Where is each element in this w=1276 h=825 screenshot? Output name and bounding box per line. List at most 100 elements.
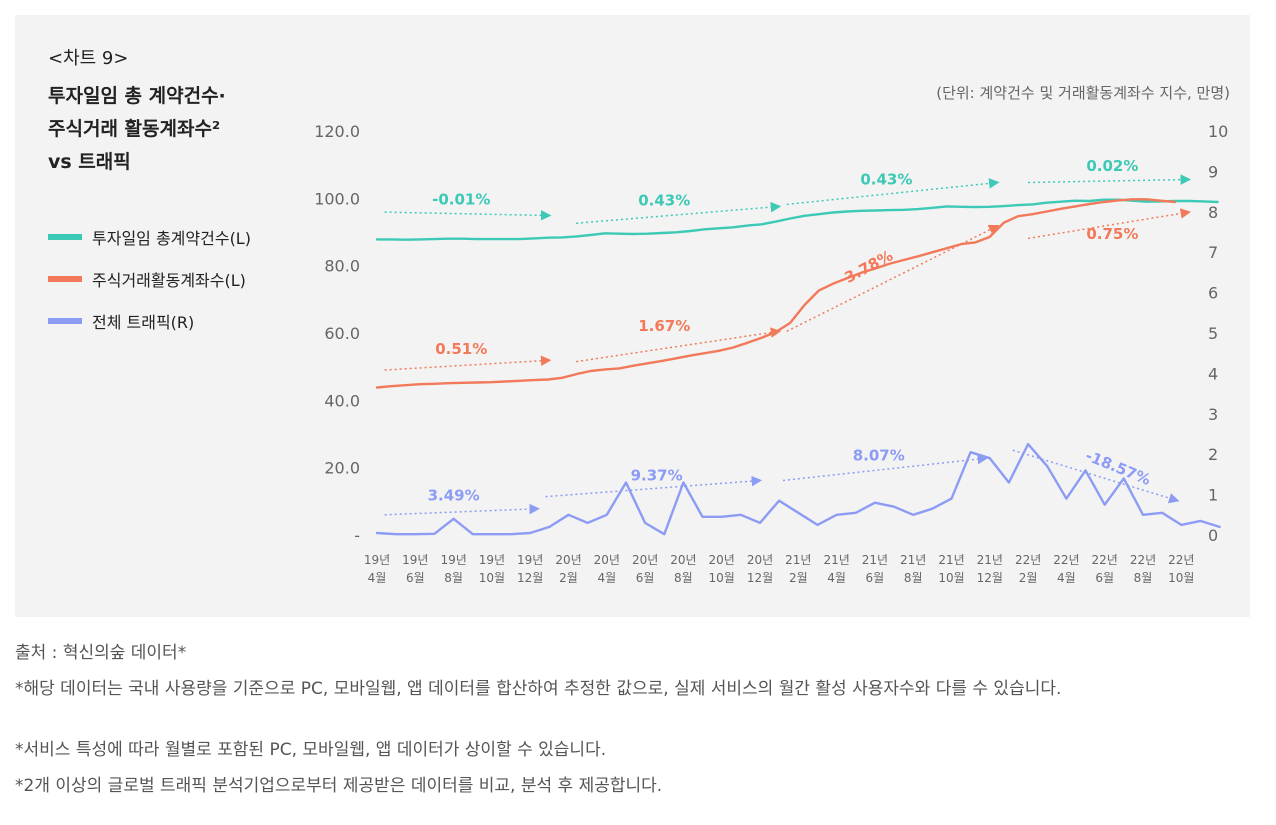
x-tick-month: 6월 [866, 571, 885, 585]
growth-arrow [576, 201, 782, 224]
x-tick-year: 21년 [938, 553, 964, 567]
chart-title-line: 투자일임 총 계약건수· [48, 85, 226, 107]
x-tick-month: 10월 [938, 571, 964, 585]
x-tick-month: 4월 [597, 571, 616, 585]
right-tick-label: 0 [1208, 526, 1218, 545]
chart-title: 투자일임 총 계약건수· 주식거래 활동계좌수² vs 트래픽 [48, 80, 226, 179]
series-line-accounts [375, 198, 1177, 389]
x-tick-month: 4월 [827, 571, 846, 585]
footnote: *2개 이상의 글로벌 트래픽 분석기업으로부터 제공받은 데이터를 비교, 분… [15, 776, 663, 796]
series-lines [375, 198, 1221, 536]
growth-label: 8.07% [853, 446, 905, 464]
left-tick-label: 40.0 [324, 391, 360, 410]
growth-label: 0.43% [638, 192, 690, 210]
legend-swatch [48, 234, 82, 240]
x-tick-month: 10월 [1168, 571, 1194, 585]
footnote: *서비스 특성에 따라 월별로 포함된 PC, 모바일웹, 앱 데이터가 상이할… [15, 740, 607, 760]
left-tick-label: - [354, 526, 360, 545]
right-tick-label: 1 [1208, 486, 1218, 505]
x-tick-month: 8월 [444, 571, 463, 585]
x-tick-year: 21년 [977, 553, 1003, 567]
legend-label: 전체 트래픽(R) [92, 313, 195, 332]
growth-label: 3.49% [428, 487, 480, 505]
right-tick-label: 8 [1208, 203, 1218, 222]
chart-label: <차트 9> [48, 48, 129, 69]
x-tick-year: 22년 [1092, 553, 1118, 567]
left-axis: 120.0 100.0 80.0 60.0 40.0 20.0 - [314, 122, 360, 545]
growth-arrow [786, 178, 1000, 206]
footnote: *해당 데이터는 국내 사용량을 기준으로 PC, 모바일웹, 앱 데이터를 합… [15, 679, 1062, 699]
x-tick-month: 6월 [1095, 571, 1114, 585]
x-tick-year: 20년 [555, 553, 581, 567]
legend: 투자일임 총계약건수(L) 주식거래활동계좌수(L) 전체 트래픽(R) [48, 216, 251, 342]
legend-label: 투자일임 총계약건수(L) [92, 229, 251, 248]
x-tick-month: 2월 [1019, 571, 1038, 585]
x-tick-year: 21년 [900, 553, 926, 567]
x-tick-year: 20년 [594, 553, 620, 567]
x-tick-year: 19년 [479, 553, 505, 567]
growth-arrow [384, 503, 540, 516]
chart-title-line: 주식거래 활동계좌수² [48, 118, 221, 140]
growth-label: 0.75% [1086, 225, 1138, 243]
growth-label: 1.67% [638, 317, 690, 335]
x-tick-year: 20년 [709, 553, 735, 567]
x-tick-month: 2월 [559, 571, 578, 585]
x-tick-month: 10월 [479, 571, 505, 585]
unit-label: (단위: 계약건수 및 거래활동계좌수 지수, 만명) [936, 84, 1230, 102]
legend-swatch [48, 318, 82, 324]
left-tick-label: 60.0 [324, 324, 360, 343]
legend-item-traffic: 전체 트래픽(R) [48, 300, 251, 342]
x-tick-year: 22년 [1053, 553, 1079, 567]
x-tick-year: 22년 [1015, 553, 1041, 567]
right-tick-label: 9 [1208, 162, 1218, 181]
left-tick-label: 20.0 [324, 459, 360, 478]
right-tick-label: 4 [1208, 364, 1218, 383]
x-tick-year: 20년 [670, 553, 696, 567]
x-tick-month: 8월 [1134, 571, 1153, 585]
legend-label: 주식거래활동계좌수(L) [92, 271, 246, 290]
legend-item-accounts: 주식거래활동계좌수(L) [48, 258, 251, 300]
x-tick-year: 21년 [823, 553, 849, 567]
growth-annotations: -0.01% 0.43% 0.43% 0.02% 0.51% 1.67% 3.78% 0.75… [384, 157, 1192, 516]
x-tick-month: 12월 [747, 571, 773, 585]
growth-label: 0.02% [1086, 157, 1138, 175]
x-tick-year: 19년 [440, 553, 466, 567]
growth-arrow [786, 225, 1000, 332]
x-tick-year: 22년 [1130, 553, 1156, 567]
right-tick-label: 7 [1208, 243, 1218, 262]
legend-swatch [48, 276, 82, 282]
x-tick-year: 19년 [364, 553, 390, 567]
right-tick-label: 2 [1208, 445, 1218, 464]
x-tick-month: 12월 [977, 571, 1003, 585]
x-tick-month: 6월 [636, 571, 655, 585]
growth-arrow [1028, 174, 1192, 185]
growth-label: -0.01% [432, 190, 490, 208]
growth-arrow [545, 475, 763, 498]
left-tick-label: 120.0 [314, 122, 360, 141]
growth-label: 9.37% [631, 466, 683, 484]
right-tick-label: 3 [1208, 405, 1218, 424]
growth-arrow [1012, 449, 1180, 504]
x-tick-month: 4월 [368, 571, 387, 585]
right-tick-label: 6 [1208, 284, 1218, 303]
growth-label: 0.51% [435, 340, 487, 358]
right-tick-label: 10 [1208, 122, 1228, 141]
growth-label: 3.78% [842, 246, 896, 286]
x-tick-year: 20년 [632, 553, 658, 567]
x-tick-month: 8월 [904, 571, 923, 585]
series-line-contracts [375, 198, 1219, 241]
left-tick-label: 80.0 [324, 257, 360, 276]
legend-item-contracts: 투자일임 총계약건수(L) [48, 216, 251, 258]
x-tick-month: 12월 [517, 571, 543, 585]
growth-label: 0.43% [860, 171, 912, 189]
x-axis: 19년 4월 19년 6월 19년 8월 19년 10월 19년 12월 20년 2월 20년 4월 20년… [364, 553, 1195, 585]
x-tick-year: 21년 [785, 553, 811, 567]
x-tick-year: 22년 [1168, 553, 1194, 567]
source-note: 출처 : 혁신의숲 데이터* [15, 643, 187, 663]
x-tick-month: 2월 [789, 571, 808, 585]
x-tick-month: 10월 [709, 571, 735, 585]
growth-arrow [576, 327, 782, 363]
growth-arrow [782, 453, 989, 482]
